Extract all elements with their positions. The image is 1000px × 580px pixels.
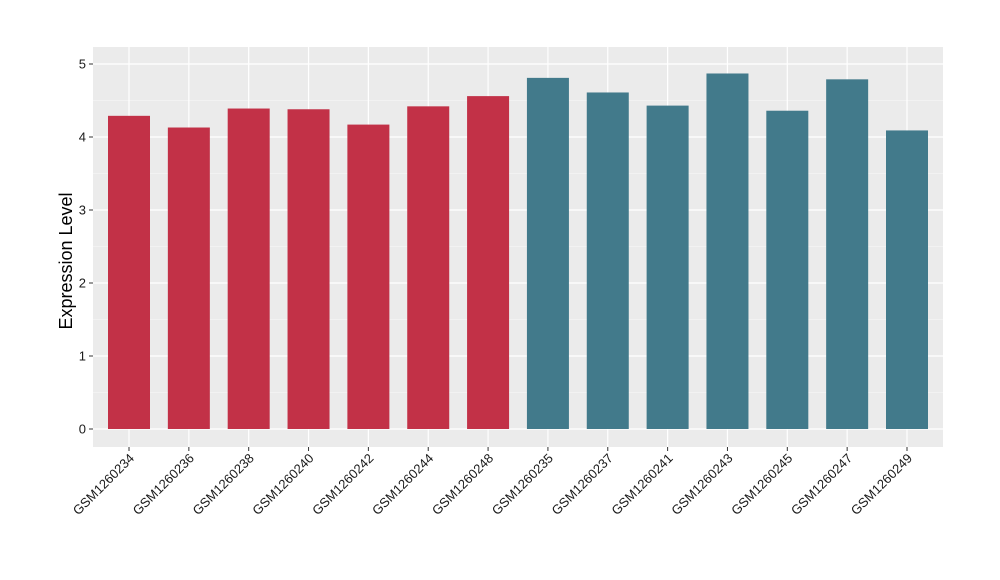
x-tick-label: GSM1260236 (130, 451, 197, 518)
bar-GSM1260237 (586, 92, 629, 429)
x-tick-label: GSM1260242 (309, 451, 376, 518)
bar-GSM1260243 (706, 73, 749, 430)
x-tick-label: GSM1260247 (788, 451, 855, 518)
bar-GSM1260249 (886, 130, 928, 429)
bars (108, 73, 928, 430)
x-tick-label: GSM1260238 (189, 451, 256, 518)
bar-GSM1260244 (407, 106, 450, 429)
x-tick-label: GSM1260234 (70, 451, 137, 518)
bar-GSM1260240 (287, 109, 330, 429)
x-tick-label: GSM1260243 (668, 451, 735, 518)
y-tick-label: 1 (79, 349, 86, 364)
y-axis: 0 1 2 3 4 5 (79, 57, 93, 437)
x-tick-label: GSM1260244 (369, 451, 436, 518)
plot-panel (93, 47, 943, 447)
x-tick-label: GSM1260245 (728, 451, 795, 518)
bar-GSM1260236 (167, 127, 210, 429)
y-axis-title: Expression Level (56, 192, 76, 329)
x-tick-label: GSM1260240 (249, 451, 316, 518)
y-tick-label: 2 (79, 276, 86, 291)
x-tick-label: GSM1260241 (608, 451, 675, 518)
y-tick-label: 0 (79, 422, 86, 437)
x-axis: GSM1260234GSM1260236GSM1260238GSM1260240… (70, 447, 915, 518)
bar-GSM1260242 (347, 124, 390, 429)
bar-GSM1260241 (646, 105, 689, 430)
y-tick-label: 3 (79, 203, 86, 218)
x-tick-label: GSM1260248 (429, 451, 496, 518)
x-tick-label: GSM1260235 (489, 451, 556, 518)
bar-GSM1260234 (108, 115, 150, 429)
bar-GSM1260248 (467, 96, 510, 430)
x-tick-label: GSM1260237 (549, 451, 616, 518)
bar-GSM1260238 (227, 108, 270, 429)
x-tick-label: GSM1260249 (848, 451, 915, 518)
y-tick-label: 4 (79, 130, 86, 145)
bar-GSM1260235 (526, 77, 569, 430)
bar-GSM1260247 (826, 79, 869, 429)
y-tick-label: 5 (79, 57, 86, 72)
bar-GSM1260245 (766, 110, 809, 429)
